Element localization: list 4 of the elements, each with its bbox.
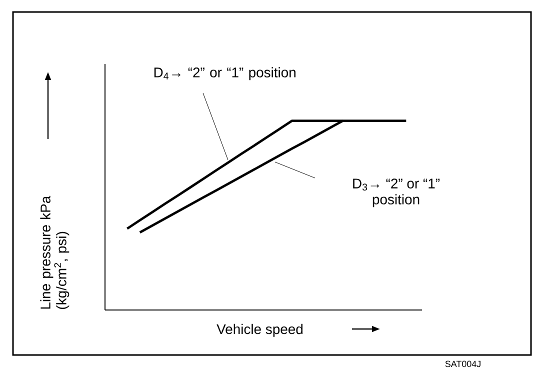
- text: SAT004J: [445, 360, 480, 368]
- text: D$_{4}$→ “2” or “1” position: [154, 67, 296, 80]
- x-axis-title: Vehicle speed: [216, 324, 303, 337]
- annotation: D$_{3}$→ “2” or “1” position: [353, 178, 440, 208]
